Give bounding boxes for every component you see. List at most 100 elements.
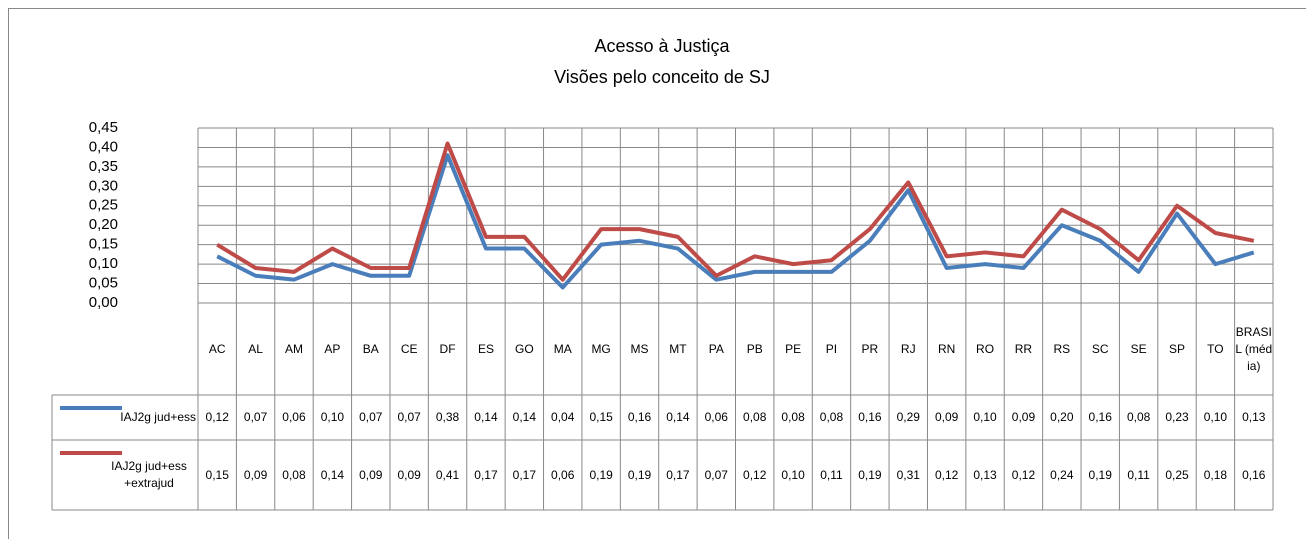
legend-label-box: IAJ2g jud+ess [120, 410, 196, 424]
value-label-box: 0,09 [934, 410, 959, 424]
y-tick-label: 0,35 [89, 158, 118, 175]
line-series [216, 153, 1255, 290]
category-label: BA [362, 341, 379, 356]
value-label-box: 0,31 [896, 467, 920, 482]
value-label-box: 0,06 [551, 468, 574, 482]
value-label: 0,10 [781, 467, 805, 482]
category-label-box: SP [1169, 341, 1186, 356]
category-label: PI [825, 341, 838, 356]
value-label-box: 0,17 [474, 468, 497, 482]
value-label-box: 0,11 [1127, 468, 1149, 482]
value-label: 0,17 [666, 467, 690, 482]
y-tick-label: 0,05 [89, 275, 118, 292]
value-label-box: 0,18 [1204, 468, 1227, 482]
value-label: 0,04 [551, 410, 575, 424]
category-label: RS [1053, 341, 1071, 356]
value-label-box: 0,09 [359, 468, 382, 482]
value-label-box: 0,20 [1050, 410, 1074, 424]
y-tick-label: 0,20 [89, 216, 118, 233]
category-label-box: RJ [900, 341, 916, 356]
value-label-box: 0,16 [1088, 410, 1112, 424]
value-label: 0,07 [704, 467, 728, 482]
value-label: 0,12 [934, 467, 959, 482]
category-label: AL [248, 341, 263, 356]
value-label-box: 0,06 [705, 410, 728, 424]
value-label: 0,14 [512, 410, 537, 424]
value-label: 0,12 [205, 410, 229, 424]
chart-subtitle: Visões pelo conceito de SJ [554, 67, 770, 87]
value-label: 0,08 [282, 467, 306, 482]
y-tick-label: 0,00 [89, 294, 118, 311]
value-label-box: 0,29 [897, 410, 920, 424]
value-label-box: 0,08 [743, 410, 766, 424]
value-label-box: 0,19 [1088, 467, 1112, 482]
value-label-box: 0,23 [1165, 410, 1189, 424]
y-tick-label: 0,10 [89, 255, 118, 272]
value-label: 0,31 [896, 467, 920, 482]
category-label-box: TO [1207, 341, 1224, 356]
category-label: RN [937, 341, 956, 356]
value-label-box: 0,16 [858, 410, 881, 424]
category-label-box: MG [591, 342, 610, 356]
category-label: PE [785, 341, 802, 356]
category-label: AP [324, 341, 341, 356]
category-label: MA [553, 341, 572, 356]
value-label-box: 0,25 [1165, 468, 1188, 482]
category-label: SP [1169, 341, 1186, 356]
value-label: 0,07 [359, 410, 383, 424]
category-label: RR [1014, 341, 1033, 356]
value-label-box: 0,14 [474, 410, 497, 424]
value-label: 0,13 [1242, 410, 1266, 424]
value-label-box: 0,07 [397, 410, 420, 424]
value-label: 0,41 [435, 467, 460, 482]
value-label: 0,10 [320, 410, 345, 424]
value-label-box: 0,41 [435, 467, 460, 482]
category-label-box: RN [937, 341, 956, 356]
category-label: MS [630, 341, 649, 356]
y-tick-label: 0,25 [89, 197, 118, 214]
value-label-box: 0,16 [628, 410, 651, 424]
value-label-box: 0,06 [282, 410, 305, 424]
value-label-box: 0,19 [858, 468, 881, 482]
value-label: 0,19 [1088, 467, 1112, 482]
category-label: ES [477, 341, 494, 356]
value-label-box: 0,38 [435, 410, 460, 424]
category-label: RJ [900, 341, 916, 356]
category-label-box: RR [1014, 341, 1033, 356]
value-label: 0,38 [435, 410, 460, 424]
value-label: 0,11 [820, 467, 843, 482]
value-label-box: 0,10 [973, 410, 996, 424]
category-label-box: DF [440, 342, 456, 356]
value-label: 0,10 [1203, 410, 1228, 424]
category-label-box: GO [515, 342, 534, 356]
value-label: 0,14 [320, 467, 345, 482]
category-label: SC [1091, 341, 1109, 356]
value-label: 0,15 [205, 467, 229, 482]
category-label-box: PR [862, 342, 879, 356]
y-tick-label: 0,30 [89, 177, 118, 194]
value-label-box: 0,08 [781, 410, 804, 424]
value-label-box: 0,19 [589, 468, 612, 482]
value-label: 0,20 [1050, 410, 1074, 424]
value-label-box: 0,12 [205, 410, 229, 424]
value-label-box: 0,17 [513, 468, 536, 482]
category-label: AM [284, 341, 303, 356]
value-label: 0,09 [1011, 410, 1036, 424]
value-label: 0,23 [1165, 410, 1189, 424]
category-label-box: ES [477, 341, 494, 356]
value-label: 0,07 [243, 410, 268, 424]
category-label: MT [669, 341, 687, 356]
line-series [216, 141, 1255, 282]
value-label-box: 0,12 [934, 467, 959, 482]
value-label-box: 0,10 [1203, 410, 1228, 424]
category-label: TO [1207, 341, 1224, 356]
value-label-box: 0,07 [359, 410, 383, 424]
category-label-box: RO [976, 342, 994, 356]
value-label: 0,16 [1088, 410, 1112, 424]
category-label-box: SE [1131, 342, 1147, 356]
value-label-box: 0,11 [820, 467, 843, 482]
value-label-box: 0,09 [1011, 410, 1036, 424]
value-label: 0,09 [934, 410, 959, 424]
category-label-box: AL [248, 341, 263, 356]
value-label-box: 0,08 [282, 467, 306, 482]
